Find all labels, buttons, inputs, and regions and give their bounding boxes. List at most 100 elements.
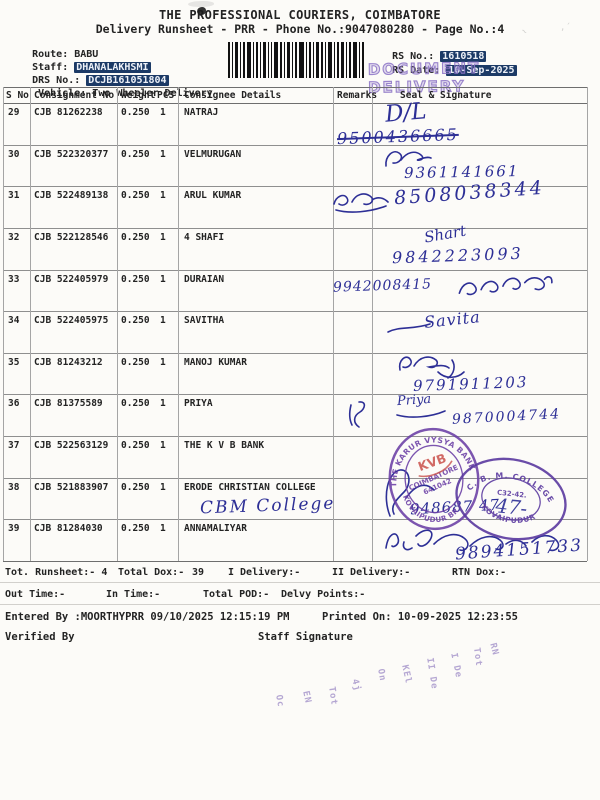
cell-pcs: 1 [160,315,166,326]
rs-no-label: RS No.: [392,51,435,62]
cell-consignment: CJB 81375589 [34,398,103,409]
cell-consignee: 4 SHAFI [184,232,225,243]
cell-pcs: 1 [160,232,166,243]
grid-line [3,394,587,395]
cell-sno: 36 [8,398,20,409]
footer-total-dox-value: 39 [192,567,205,578]
col-header-sno: S No [6,90,29,101]
cell-weight: 0.250 [121,107,150,118]
footer-total-dox-label: Total Dox:- [118,567,185,578]
cell-weight: 0.250 [121,482,150,493]
cell-consignee: NATRAJ [184,107,219,118]
footer-tot-runsheet: Tot. Runsheet:- 4 [5,567,108,578]
footer-in-time: In Time:- [106,589,161,600]
cell-consignment: CJB 522405979 [34,274,109,285]
cbm-stamp-handwritten-number: 47- [494,494,529,520]
cell-consignee: ARUL KUMAR [184,190,242,201]
grid-line [3,436,587,437]
runsheet-subtitle: Delivery Runsheet - PRR - Phone No.:9047… [95,22,505,36]
grid-line [333,87,334,561]
grid-line [3,103,587,104]
col-header-consignment: Consignment No [34,90,115,101]
cell-weight: 0.250 [121,357,150,368]
ghost-ink-fragment: Oc [273,694,286,709]
ghost-ink-fragment: I De [448,652,464,680]
drs-label: DRS No.: [32,75,81,86]
ghost-ink-fragment: 4j [349,678,363,693]
cell-consignment: CJB 81284030 [34,523,103,534]
cell-consignee: PRIYA [184,398,213,409]
footer-i-delivery: I Delivery:- [228,567,301,578]
cell-consignment: CJB 81262238 [34,107,103,118]
footer-total-pod: Total POD:- [203,589,270,600]
cell-consignee: VELMURUGAN [184,149,242,160]
col-header-pcs: PCS [157,90,175,101]
cell-consignee: SAVITHA [184,315,225,326]
cell-sno: 32 [8,232,20,243]
cell-weight: 0.250 [121,274,150,285]
cell-weight: 0.250 [121,190,150,201]
cell-consignment: CJB 521883907 [34,482,109,493]
col-header-weight: Weight [121,90,156,101]
ghost-ink-fragment: II De [424,657,440,691]
grid-line [3,311,587,312]
grid-line [30,87,31,561]
grid-line [117,87,118,561]
grid-line [3,87,587,88]
grid-line [3,87,4,561]
vehicle-label: Vehicle: [38,88,87,99]
ghost-ink-fragment: Tot [326,686,339,707]
vehicle-value: Two Wheeler Delivery [92,88,213,99]
col-header-remarks: Remarks [337,90,378,101]
cell-sno: 30 [8,149,20,160]
grid-line [3,145,587,146]
cell-sno: 33 [8,274,20,285]
grid-line [178,87,179,561]
ghost-ink-fragment: Tot [471,647,484,668]
cell-weight: 0.250 [121,149,150,160]
scan-speck: ,´ [560,23,571,33]
signature-scribble-row35 [398,356,465,379]
signature-scribble-row39 [385,529,560,552]
cell-weight: 0.250 [121,232,150,243]
route-label: Route: [32,49,69,60]
handwritten-consignee-note: CBM College [199,493,336,519]
route-value: BABU [74,49,99,60]
cell-consignment: CJB 81243212 [34,357,103,368]
cell-sno: 35 [8,357,20,368]
footer-staff-signature: Staff Signature [258,631,353,643]
footer-rtn-dox: RTN Dox:- [452,567,507,578]
cell-sno: 37 [8,440,20,451]
signature-flourish-row34 [387,323,431,333]
ink-blot [197,7,206,15]
grid-line [587,87,588,561]
signature-scribble-row31 [333,193,389,213]
footer-rule [0,604,600,605]
cell-consignee: THE K V B BANK [184,440,265,451]
grid-line [3,478,587,479]
footer-printed-on: Printed On: 10-09-2025 12:23:55 [322,611,518,623]
grid-line [3,270,587,271]
rs-no-value-highlight: 1610518 [440,51,487,62]
cbm-stamp-center-code: C32-42. [497,489,527,500]
cell-consignment: CJB 522489138 [34,190,109,201]
footer-delvy-points: Delvy Points:- [281,589,366,600]
cell-consignment: CJB 522405975 [34,315,109,326]
cell-weight: 0.250 [121,315,150,326]
phone-row32: 9842223093 [391,243,525,268]
col-header-consignee: Consignee Details [184,90,282,101]
ghost-ink-fragment: KEl [399,664,414,685]
signature-row36: Priya [396,391,432,410]
cell-weight: 0.250 [121,440,150,451]
signature-row32: Shart [422,221,468,247]
footer-entered-by: Entered By :MOORTHYPRR 09/10/2025 12:15:… [5,611,290,623]
footer-ii-delivery: II Delivery:- [332,567,411,578]
footer-rule [0,582,600,583]
cell-pcs: 1 [160,440,166,451]
rs-date-label: RS Date: [392,65,441,76]
drs-value-highlight: DCJB161051804 [86,75,169,86]
cell-pcs: 1 [160,523,166,534]
phone-row33: 9942008415 [332,276,433,296]
cell-pcs: 1 [160,107,166,118]
